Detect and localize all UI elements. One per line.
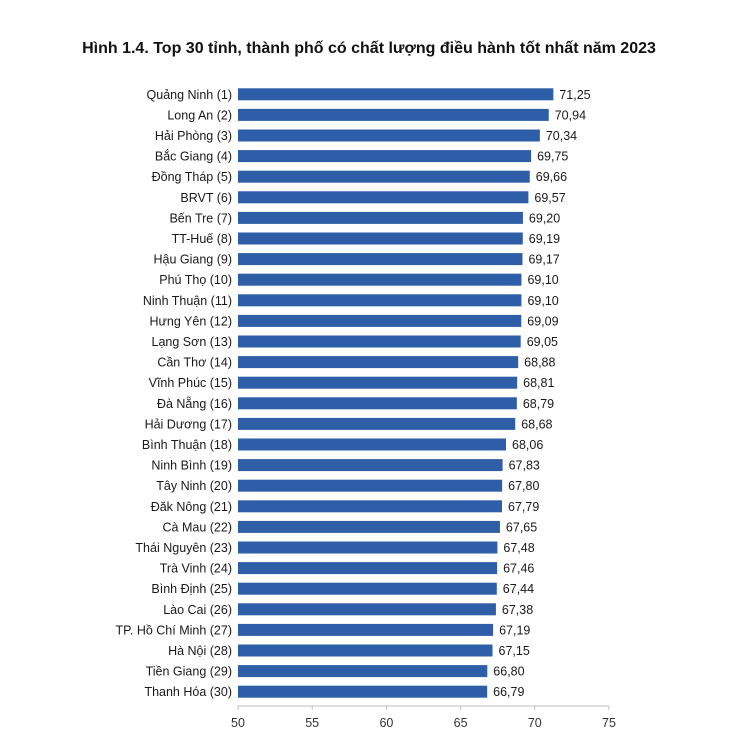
value-label: 67,38 [502, 603, 533, 617]
category-label: Trà Vinh (24) [160, 562, 232, 576]
category-label: Cà Mau (22) [163, 520, 232, 534]
bar [238, 520, 500, 533]
x-tick-label: 60 [379, 716, 393, 730]
value-label: 68,06 [512, 438, 543, 452]
value-label: 67,83 [509, 459, 540, 473]
category-label: Bình Định (25) [151, 582, 232, 596]
value-label: 69,66 [536, 170, 567, 184]
value-label: 69,05 [527, 335, 558, 349]
value-label: 68,68 [521, 417, 552, 431]
category-label: Ninh Thuận (11) [143, 294, 232, 308]
category-label: Đà Nẵng (16) [157, 396, 232, 411]
category-label: Lạng Sơn (13) [152, 335, 232, 349]
bar [238, 685, 488, 698]
bar [238, 397, 517, 410]
bar [238, 150, 532, 163]
category-label: Quảng Ninh (1) [147, 88, 232, 102]
category-label: BRVT (6) [180, 191, 232, 205]
value-label: 67,44 [503, 582, 534, 596]
bar [238, 479, 503, 492]
x-tick-label: 65 [454, 716, 468, 730]
category-label: Hải Dương (17) [145, 417, 232, 431]
bar [238, 129, 540, 142]
value-label: 69,10 [527, 273, 558, 287]
bar [238, 253, 523, 266]
category-label: Thái Nguyên (23) [135, 541, 232, 555]
value-label: 68,79 [523, 397, 554, 411]
category-label: Phú Thọ (10) [159, 273, 232, 287]
x-tick-label: 75 [602, 716, 616, 730]
category-label: Long An (2) [167, 108, 232, 122]
bar [238, 356, 519, 369]
category-label: Thanh Hóa (30) [144, 685, 232, 699]
category-label: Hưng Yên (12) [150, 314, 233, 328]
value-label: 67,15 [499, 644, 530, 658]
value-label: 69,19 [529, 232, 560, 246]
value-label: 70,34 [546, 129, 577, 143]
bar [238, 273, 522, 286]
value-label: 67,48 [503, 541, 534, 555]
value-label: 67,46 [503, 562, 534, 576]
bar [238, 541, 498, 554]
bar [238, 88, 554, 101]
category-label: TT-Huế (8) [172, 232, 232, 246]
bar [238, 232, 523, 245]
category-label: Đăk Nông (21) [151, 500, 232, 514]
category-label: Lào Cai (26) [163, 603, 232, 617]
value-label: 67,65 [506, 520, 537, 534]
category-label: Bình Thuận (18) [142, 438, 232, 452]
bar [238, 211, 523, 224]
x-tick-label: 50 [231, 716, 245, 730]
value-label: 68,81 [523, 376, 554, 390]
value-label: 69,75 [537, 150, 568, 164]
bar [238, 459, 503, 472]
value-label: 69,09 [527, 314, 558, 328]
bar [238, 335, 521, 348]
category-label: Bến Tre (7) [169, 211, 232, 225]
bar [238, 376, 518, 389]
x-tick-label: 55 [305, 716, 319, 730]
bar [238, 294, 522, 307]
value-label: 69,57 [534, 191, 565, 205]
bar [238, 562, 498, 575]
bar [238, 500, 503, 513]
category-label: Tây Ninh (20) [156, 479, 232, 493]
category-label: Vĩnh Phúc (15) [149, 376, 232, 390]
x-tick-label: 70 [528, 716, 542, 730]
value-label: 69,20 [529, 211, 560, 225]
value-label: 69,17 [528, 253, 559, 267]
category-label: Ninh Bình (19) [151, 459, 232, 473]
category-label: TP. Hồ Chí Minh (27) [116, 623, 232, 637]
category-label: Hậu Giang (9) [153, 253, 232, 267]
bar [238, 191, 529, 204]
category-label: Cần Thơ (14) [157, 356, 232, 370]
category-label: Tiền Giang (29) [146, 665, 232, 679]
bar [238, 170, 530, 183]
value-label: 71,25 [559, 88, 590, 102]
value-label: 69,10 [527, 294, 558, 308]
bar [238, 438, 507, 451]
value-label: 70,94 [555, 108, 586, 122]
bar [238, 623, 494, 636]
bar [238, 582, 497, 595]
value-label: 66,79 [493, 685, 524, 699]
value-label: 66,80 [493, 665, 524, 679]
value-label: 67,79 [508, 500, 539, 514]
value-label: 67,19 [499, 623, 530, 637]
category-label: Bắc Giang (4) [155, 149, 232, 164]
value-label: 68,88 [524, 356, 555, 370]
bar [238, 665, 488, 678]
chart-title: Hình 1.4. Top 30 tỉnh, thành phố có chất… [82, 40, 656, 57]
bar [238, 644, 493, 657]
category-label: Hà Nội (28) [168, 644, 232, 658]
bar [238, 108, 549, 121]
value-label: 67,80 [508, 479, 539, 493]
bar [238, 417, 516, 430]
bar [238, 314, 522, 327]
category-label: Đồng Tháp (5) [152, 170, 232, 184]
category-label: Hải Phòng (3) [155, 129, 232, 143]
bar [238, 603, 496, 616]
